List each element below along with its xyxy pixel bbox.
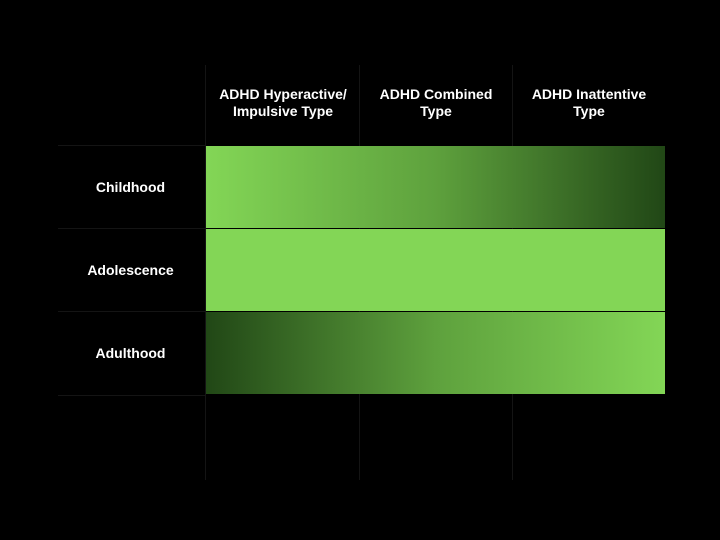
band-adulthood [206, 312, 665, 394]
column-header-combined: ADHD Combined Type [379, 86, 493, 119]
band-childhood [206, 146, 665, 228]
grid-line-horizontal [58, 228, 206, 229]
column-header-inattentive: ADHD Inattentive Type [531, 86, 647, 119]
row-label-childhood: Childhood [95, 179, 166, 195]
grid-line-horizontal [58, 311, 206, 312]
row-label-adolescence: Adolescence [87, 262, 174, 278]
grid-line-vertical [205, 65, 206, 480]
column-header-hyperactive: ADHD Hyperactive/ Impulsive Type [219, 86, 347, 119]
band-divider [206, 228, 665, 229]
band-divider [206, 311, 665, 312]
band-adolescence [206, 229, 665, 311]
grid-line-horizontal [58, 145, 206, 146]
row-label-adulthood: Adulthood [95, 345, 166, 361]
grid-line-horizontal [58, 395, 206, 396]
